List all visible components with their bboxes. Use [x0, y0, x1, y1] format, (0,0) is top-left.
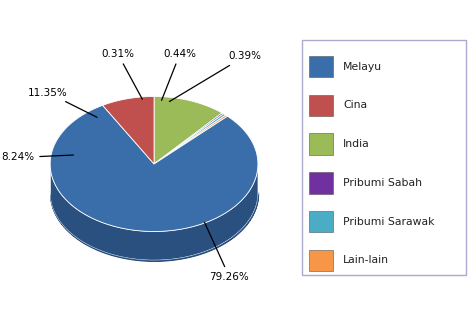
- Bar: [309, 94, 333, 116]
- Polygon shape: [103, 96, 154, 164]
- Bar: [309, 211, 333, 232]
- Bar: [309, 250, 333, 271]
- Polygon shape: [154, 115, 228, 164]
- Text: 0.31%: 0.31%: [101, 49, 142, 99]
- Text: 0.39%: 0.39%: [169, 51, 262, 101]
- Bar: [309, 56, 333, 77]
- Polygon shape: [50, 105, 258, 232]
- Text: India: India: [343, 139, 370, 149]
- Bar: [309, 172, 333, 194]
- Polygon shape: [50, 165, 258, 260]
- Text: Pribumi Sarawak: Pribumi Sarawak: [343, 217, 435, 227]
- Text: 8.24%: 8.24%: [1, 152, 73, 163]
- Text: Cina: Cina: [343, 100, 367, 110]
- FancyBboxPatch shape: [302, 40, 466, 275]
- Text: Melayu: Melayu: [343, 61, 382, 72]
- Text: 0.44%: 0.44%: [162, 49, 197, 100]
- Bar: [309, 133, 333, 155]
- Text: 11.35%: 11.35%: [27, 88, 97, 117]
- Text: Lain-lain: Lain-lain: [343, 255, 389, 266]
- Polygon shape: [154, 96, 222, 164]
- Polygon shape: [154, 114, 226, 164]
- Text: Pribumi Sabah: Pribumi Sabah: [343, 178, 422, 188]
- Text: 79.26%: 79.26%: [205, 222, 249, 282]
- Polygon shape: [154, 113, 224, 164]
